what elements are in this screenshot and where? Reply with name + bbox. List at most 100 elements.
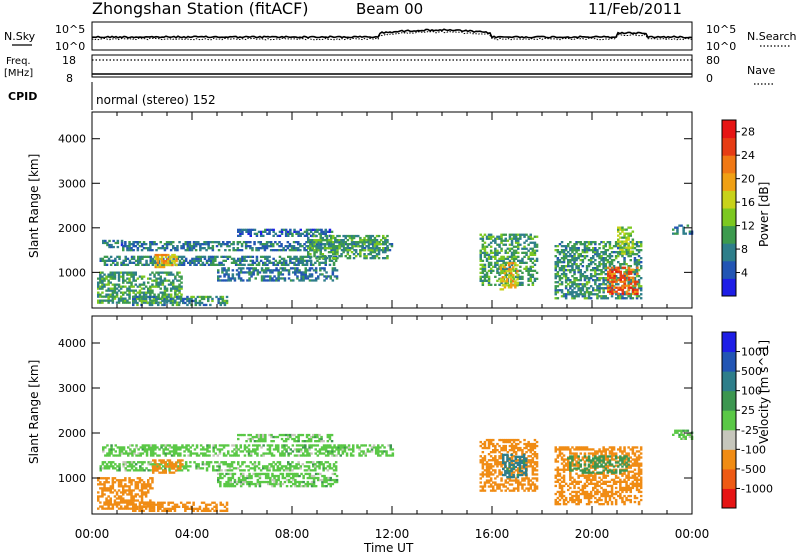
scatter-cell: [324, 230, 327, 233]
scatter-cell: [596, 265, 599, 268]
scatter-cell: [141, 467, 144, 470]
scatter-cell: [504, 257, 507, 260]
cpid-mode: normal (stereo) 152: [96, 93, 216, 107]
scatter-cell: [216, 263, 219, 266]
scatter-cell: [258, 474, 262, 478]
scatter-cell: [269, 476, 272, 480]
scatter-cell: [128, 259, 132, 262]
scatter-cell: [531, 261, 535, 264]
scatter-cell: [103, 273, 106, 276]
scatter-cell: [512, 269, 516, 272]
scatter-cell: [617, 266, 620, 269]
scatter-cell: [169, 501, 172, 504]
scatter-cell: [132, 489, 135, 492]
scatter-cell: [316, 461, 319, 464]
scatter-cell: [485, 253, 489, 256]
scatter-cell: [142, 291, 146, 294]
scatter-cell: [485, 271, 489, 274]
scatter-cell: [212, 259, 215, 262]
scatter-cell: [119, 481, 123, 484]
scatter-cell: [215, 245, 219, 248]
scatter-cell: [283, 448, 286, 451]
scatter-cell: [118, 467, 121, 470]
scatter-cell: [302, 485, 305, 488]
scatter-cell: [204, 509, 208, 512]
scatter-cell: [99, 483, 102, 486]
scatter-cell: [167, 257, 170, 261]
scatter-cell: [316, 440, 319, 443]
scatter-cell: [498, 487, 501, 490]
scatter-cell: [533, 251, 537, 254]
scatter-cell: [606, 297, 610, 300]
scatter-cell: [489, 473, 493, 476]
scatter-cell: [162, 450, 165, 453]
scatter-cell: [361, 249, 364, 252]
scatter-cell: [261, 245, 265, 248]
scatter-cell: [314, 472, 318, 476]
scatter-cell: [606, 261, 610, 264]
scatter-cell: [118, 257, 121, 260]
scatter-cell: [283, 452, 286, 455]
scatter-cell: [365, 245, 368, 248]
scatter-cell: [119, 295, 123, 298]
scatter-cell: [169, 249, 173, 252]
scatter-cell: [173, 295, 177, 299]
scatter-cell: [336, 251, 339, 254]
scatter-cell: [122, 465, 125, 468]
scatter-cell: [357, 245, 360, 248]
scatter-cell: [251, 247, 254, 250]
scatter-cell: [512, 284, 515, 287]
scatter-cell: [301, 263, 305, 266]
scatter-cell: [278, 261, 282, 264]
scatter-cell: [224, 454, 228, 457]
scatter-cell: [357, 241, 360, 244]
scatter-cell: [254, 277, 257, 280]
scatter-cell: [623, 271, 626, 274]
scatter-cell: [489, 261, 493, 264]
scatter-cell: [332, 249, 335, 252]
scatter-cell: [130, 255, 134, 258]
scatter-cell: [589, 275, 593, 278]
scatter-cell: [169, 293, 173, 296]
scatter-cell: [285, 472, 289, 476]
scatter-cell: [279, 267, 282, 270]
scatter-cell: [265, 243, 269, 246]
scatter-cell: [139, 259, 142, 262]
scatter-cell: [347, 444, 351, 447]
scatter-cell: [126, 273, 129, 276]
scatter-cell: [318, 257, 321, 260]
scatter-cell: [303, 230, 307, 233]
scatter-cell: [132, 301, 135, 305]
scatter-cell: [149, 289, 152, 292]
scatter-cell: [617, 234, 620, 237]
scatter-cell: [621, 280, 625, 283]
scatter-cell: [347, 247, 350, 250]
scatter-cell: [103, 277, 106, 280]
scatter-cell: [225, 501, 229, 504]
scatter-cell: [514, 237, 518, 240]
scatter-cell: [385, 450, 388, 453]
scatter-cell: [303, 469, 307, 472]
scatter-cell: [317, 478, 320, 482]
scatter-cell: [165, 247, 169, 250]
scatter-cell: [350, 236, 354, 240]
scatter-cell: [202, 454, 205, 457]
scatter-cell: [117, 301, 121, 304]
scatter-cell: [289, 485, 293, 488]
scatter-cell: [529, 233, 532, 236]
scatter-cell: [130, 467, 134, 470]
scatter-cell: [364, 452, 367, 455]
scatter-cell: [174, 469, 178, 472]
scatter-cell: [252, 448, 255, 451]
scatter-cell: [504, 479, 507, 482]
scatter-cell: [122, 297, 125, 300]
scatter-cell: [247, 232, 250, 235]
scatter-cell: [329, 275, 332, 278]
scatter-cell: [264, 267, 268, 270]
scatter-cell: [335, 275, 339, 278]
scatter-cell: [256, 271, 260, 274]
scatter-cell: [262, 277, 266, 280]
scatter-cell: [314, 230, 317, 233]
scatter-cell: [149, 469, 152, 472]
scatter-cell: [297, 232, 300, 235]
